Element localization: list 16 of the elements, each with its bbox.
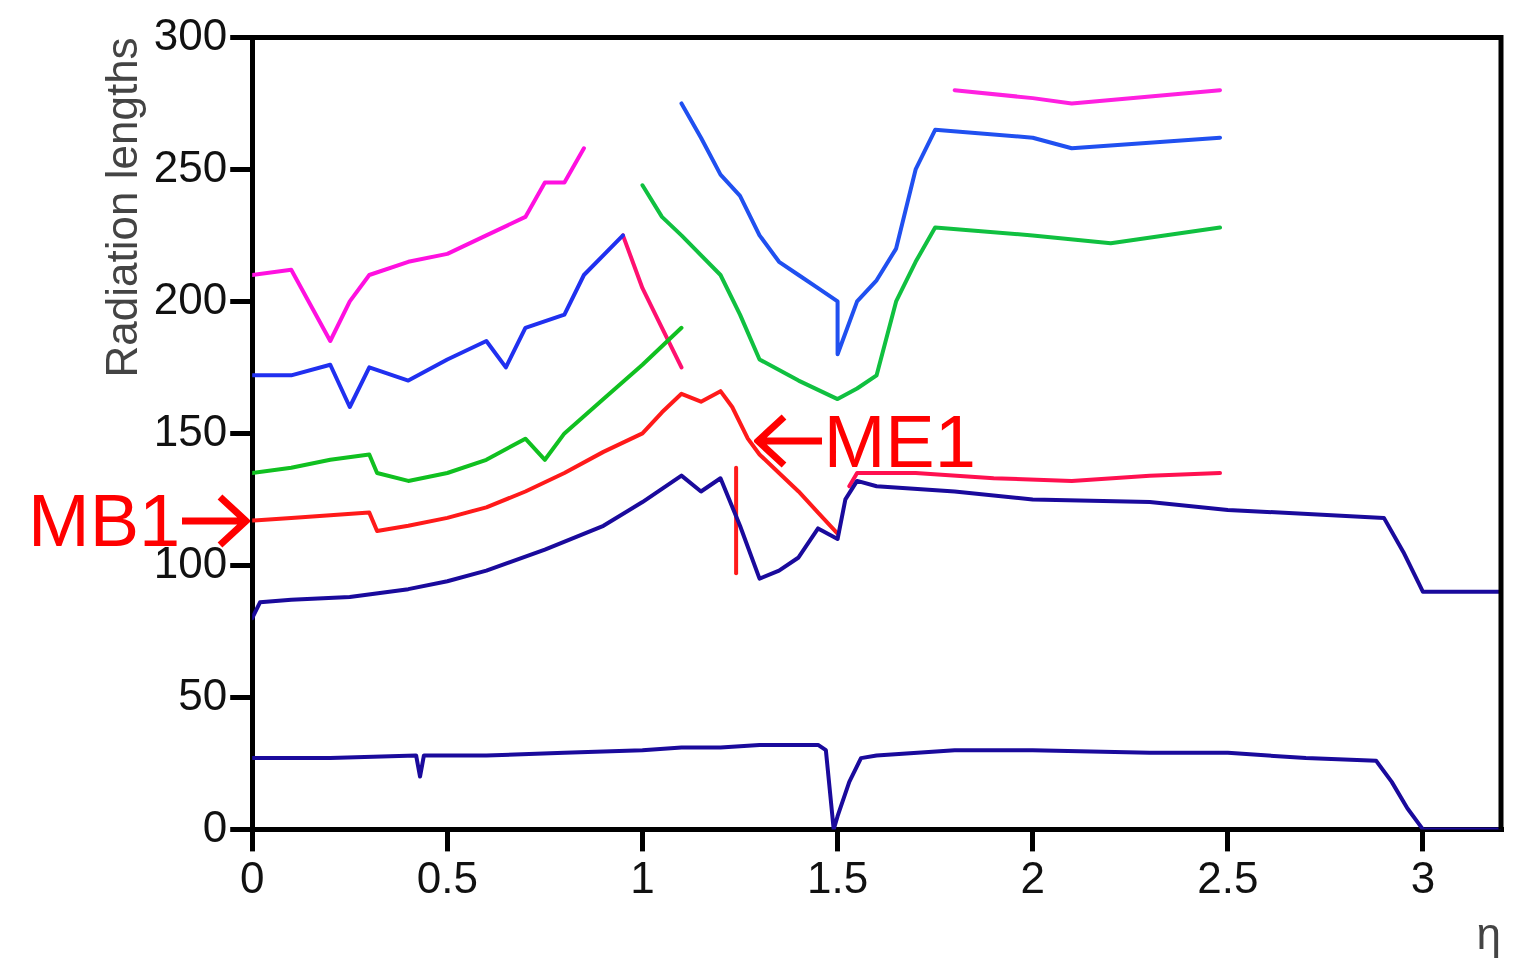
y-tick-label: 50: [178, 669, 228, 719]
x-tick-label: 1.5: [807, 852, 869, 902]
y-axis-title: Radiation lengths: [96, 37, 146, 378]
x-tick-label: 2: [1020, 852, 1045, 902]
x-tick-label: 1: [630, 852, 655, 902]
y-tick-label: 200: [153, 273, 228, 323]
x-tick-label: 0: [239, 852, 265, 902]
y-tick-label: 250: [153, 141, 228, 191]
y-tick-label: 0: [202, 801, 228, 851]
x-axis-title: η: [1476, 908, 1501, 958]
annotation: ME1: [823, 398, 976, 484]
y-tick-label: 150: [153, 405, 228, 455]
x-tick-label: 3: [1410, 852, 1436, 902]
y-tick-label: 300: [153, 9, 228, 59]
x-tick-label: 2.5: [1197, 852, 1259, 902]
x-tick-label: 0.5: [416, 852, 478, 902]
